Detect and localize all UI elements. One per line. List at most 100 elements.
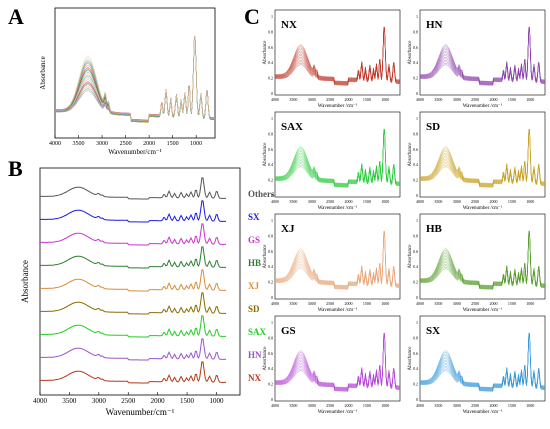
c-ylabel: Absorbance xyxy=(408,346,413,371)
c-xtick-label: 1500 xyxy=(508,301,516,306)
c-ytick-label: 0.6 xyxy=(413,249,418,254)
c-ytick-label: 0.6 xyxy=(268,249,273,254)
a-xtick-label: 2000 xyxy=(143,141,155,147)
c-spectrum-line xyxy=(420,26,546,82)
c-spectrum-line xyxy=(275,230,401,286)
c-frame xyxy=(419,213,546,300)
c-xtick-label: 3500 xyxy=(434,301,442,306)
c-spectrum-line xyxy=(420,333,546,388)
b-xtick-label: 3000 xyxy=(92,397,107,405)
b-series-line xyxy=(40,338,226,361)
c-ylabel: Absorbance xyxy=(408,142,413,167)
c-xtick-label: 1000 xyxy=(381,301,389,306)
c-ytick-label: 0.6 xyxy=(413,351,418,356)
c-ytick-label: 0.4 xyxy=(413,60,418,65)
c-spectrum-line xyxy=(275,26,401,82)
c-xtick-label: 1500 xyxy=(363,403,371,408)
b-series-label: HB xyxy=(248,258,261,268)
a-xtick-label: 3500 xyxy=(73,141,85,147)
c-ytick-label: 0 xyxy=(416,295,418,300)
a-spectrum-line xyxy=(55,36,216,121)
c-spectrum-line xyxy=(420,231,546,286)
c-ytick-label: 0.4 xyxy=(413,162,418,167)
c-frame xyxy=(419,111,546,198)
c-subplot-title: XJ xyxy=(281,223,295,235)
c-spectrum-line xyxy=(420,128,546,184)
c-ytick-label: 0 xyxy=(271,91,273,96)
c-subplot-title: HB xyxy=(426,223,443,235)
c-xlabel: Wavenumber /cm⁻¹ xyxy=(318,205,358,211)
b-xlabel: Wavenumber/cm⁻¹ xyxy=(106,407,175,417)
c-xtick-label: 4000 xyxy=(271,199,279,204)
b-xtick-label: 4000 xyxy=(33,397,48,405)
c-xtick-label: 1500 xyxy=(508,97,516,102)
c-ytick-label: 0.8 xyxy=(413,29,418,34)
c-xtick-label: 3000 xyxy=(308,403,316,408)
c-xlabel: Wavenumber /cm⁻¹ xyxy=(318,103,358,109)
c-ytick-label: 0.4 xyxy=(268,264,273,269)
b-series-label: GS xyxy=(248,235,260,245)
b-xtick-label: 2000 xyxy=(151,397,166,405)
c-spectrum-line xyxy=(420,332,546,388)
c-xtick-label: 3000 xyxy=(308,97,316,102)
c-ytick-label: 1 xyxy=(271,320,273,325)
c-xtick-label: 2000 xyxy=(345,403,353,408)
c-ytick-label: 0.4 xyxy=(268,162,273,167)
c-xtick-label: 3500 xyxy=(434,403,442,408)
a-xtick-label: 4000 xyxy=(49,141,61,147)
c-spectrum-line xyxy=(420,230,546,286)
c-xtick-label: 2000 xyxy=(345,199,353,204)
panel-letter-b: B xyxy=(8,156,23,181)
c-xtick-label: 1000 xyxy=(381,97,389,102)
c-frame xyxy=(274,213,401,300)
c-xtick-label: 3000 xyxy=(453,97,461,102)
b-ylabel: Absorbance xyxy=(20,260,30,303)
c-xtick-label: 2500 xyxy=(326,199,334,204)
c-ytick-label: 0.2 xyxy=(268,280,273,285)
c-xtick-label: 3500 xyxy=(434,199,442,204)
c-ytick-label: 0.2 xyxy=(413,382,418,387)
c-xlabel: Wavenumber /cm⁻¹ xyxy=(463,205,503,211)
a-xtick-label: 1500 xyxy=(167,141,179,147)
c-subplot-title: NX xyxy=(281,19,297,31)
c-ytick-label: 0.8 xyxy=(413,131,418,136)
c-ytick-label: 0.8 xyxy=(268,335,273,340)
c-ytick-label: 0 xyxy=(271,193,273,198)
c-ytick-label: 1 xyxy=(416,320,418,325)
c-ytick-label: 0.8 xyxy=(413,233,418,238)
c-xtick-label: 2000 xyxy=(490,301,498,306)
b-series-line xyxy=(40,292,226,315)
c-ytick-label: 0.4 xyxy=(268,366,273,371)
c-xtick-label: 1000 xyxy=(526,199,534,204)
c-ylabel: Absorbance xyxy=(263,244,268,269)
a-frame xyxy=(54,7,216,139)
c-xlabel: Wavenumber /cm⁻¹ xyxy=(463,103,503,109)
c-frame xyxy=(274,9,401,96)
c-subplot-title: SX xyxy=(426,325,440,337)
c-spectrum-line xyxy=(275,333,401,388)
c-xtick-label: 2500 xyxy=(471,199,479,204)
c-xtick-label: 3000 xyxy=(308,301,316,306)
c-ytick-label: 1 xyxy=(271,14,273,19)
c-frame xyxy=(419,9,546,96)
b-series-line xyxy=(40,269,226,292)
c-xtick-label: 2500 xyxy=(326,403,334,408)
c-subplot-title: HN xyxy=(426,19,443,31)
c-xtick-label: 1500 xyxy=(363,97,371,102)
c-frame xyxy=(419,315,546,402)
c-xtick-label: 1500 xyxy=(363,199,371,204)
c-spectrum-line xyxy=(420,27,546,82)
c-xtick-label: 3500 xyxy=(289,403,297,408)
c-xtick-label: 2000 xyxy=(490,97,498,102)
c-xtick-label: 4000 xyxy=(416,301,424,306)
c-xlabel: Wavenumber /cm⁻¹ xyxy=(463,409,503,415)
c-ytick-label: 0.8 xyxy=(268,131,273,136)
c-xlabel: Wavenumber /cm⁻¹ xyxy=(318,409,358,415)
a-xlabel: Wavenumber/cm⁻¹ xyxy=(108,148,161,156)
b-xtick-label: 3500 xyxy=(62,397,77,405)
b-series-label: SD xyxy=(248,304,260,314)
b-series-label: SX xyxy=(248,212,260,222)
c-xtick-label: 3500 xyxy=(434,97,442,102)
c-xtick-label: 4000 xyxy=(416,97,424,102)
c-xtick-label: 4000 xyxy=(271,301,279,306)
